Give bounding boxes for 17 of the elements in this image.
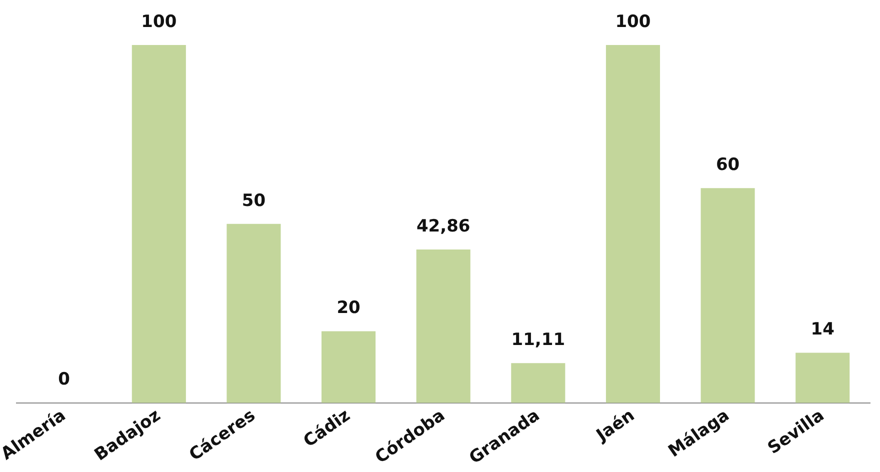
bar xyxy=(606,45,660,403)
data-label: 42,86 xyxy=(416,216,470,236)
bar xyxy=(796,352,850,403)
data-label: 100 xyxy=(615,12,651,32)
bar xyxy=(226,224,281,403)
bar xyxy=(700,188,755,403)
data-label: 50 xyxy=(242,190,266,211)
bar xyxy=(416,249,470,403)
data-label: 0 xyxy=(58,370,70,390)
data-label: 11,11 xyxy=(511,330,566,350)
data-label: 20 xyxy=(336,298,361,318)
bar xyxy=(322,331,376,403)
data-label: 100 xyxy=(141,12,177,32)
data-label: 14 xyxy=(810,320,835,340)
bar xyxy=(132,45,186,403)
bar xyxy=(511,363,566,403)
data-label: 60 xyxy=(716,155,740,176)
